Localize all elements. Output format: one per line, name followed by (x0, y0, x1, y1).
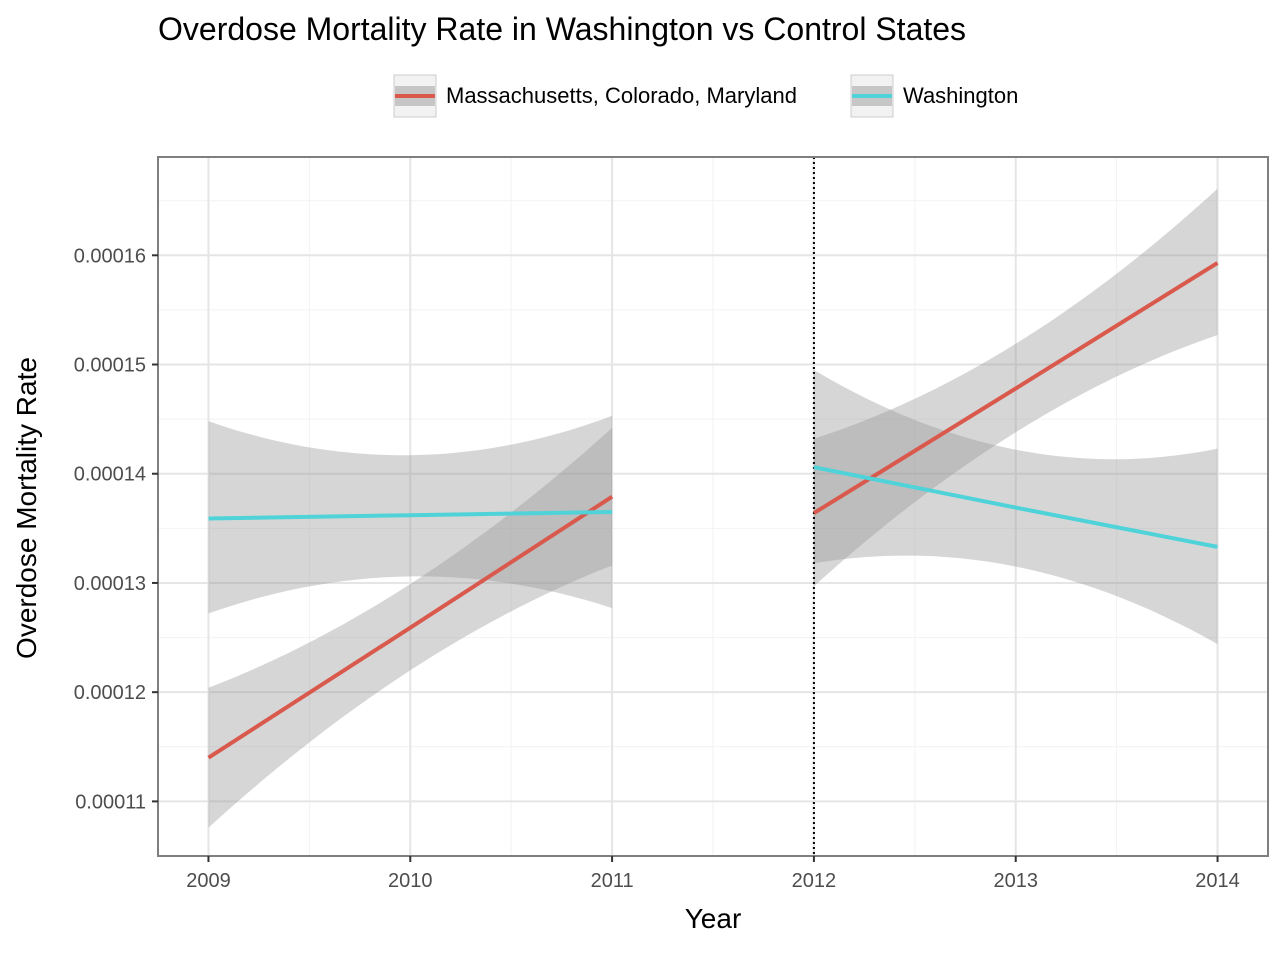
x-tick-label: 2012 (792, 870, 837, 892)
series-line-control-2 (812, 261, 1219, 515)
series-line-washington-2 (813, 465, 1218, 549)
series-lines (207, 261, 1219, 760)
y-tick-label: 0.00014 (74, 464, 146, 486)
legend-label: Washington (903, 83, 1018, 108)
y-axis: 0.00011 0.00012 0.00013 0.00014 0.00015 0.000… (74, 245, 158, 813)
plot-area (157, 156, 1269, 857)
x-tick-label: 2013 (993, 870, 1038, 892)
y-tick-label: 0.00012 (74, 682, 146, 704)
series-line-washington-1 (208, 510, 613, 521)
y-tick-label: 0.00013 (74, 573, 146, 595)
x-tick-label: 2011 (591, 870, 634, 892)
chart-title: Overdose Mortality Rate in Washington vs… (158, 11, 966, 47)
y-tick-label: 0.00011 (75, 791, 146, 813)
y-tick-label: 0.00016 (74, 245, 146, 267)
x-axis-title: Year (685, 903, 742, 934)
series-line-control-1 (207, 495, 614, 760)
plot-border (157, 156, 1269, 857)
x-tick-label: 2010 (388, 870, 433, 892)
x-axis: 2009 2010 2011 2012 2013 2014 (186, 856, 1240, 892)
legend-label: Massachusetts, Colorado, Maryland (446, 83, 797, 108)
y-axis-title: Overdose Mortality Rate (11, 357, 42, 659)
x-tick-label: 2009 (186, 870, 231, 892)
y-tick-label: 0.00015 (74, 355, 146, 377)
x-tick-label: 2014 (1195, 870, 1240, 892)
legend: Massachusetts, Colorado, Maryland Washing… (393, 74, 1018, 118)
